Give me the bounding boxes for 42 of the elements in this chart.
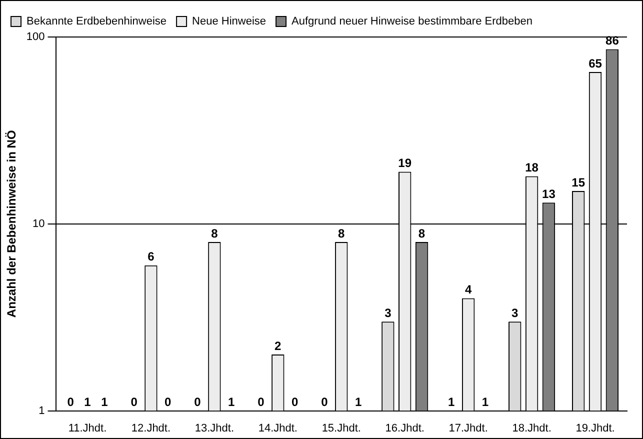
x-tick-label: 14.Jhdt. <box>258 422 298 434</box>
text: 0 <box>291 395 298 410</box>
x-tick-label: 13.Jhdt. <box>194 422 234 434</box>
data-label: 15 <box>572 175 586 190</box>
data-label: 3 <box>384 306 392 320</box>
x-tick-label: 17.Jhdt. <box>448 422 488 434</box>
text: 1 <box>482 395 489 410</box>
y-tick-label: 100 <box>26 31 45 44</box>
text: 1 <box>354 395 362 410</box>
data-label: 18 <box>525 160 539 174</box>
x-tick-label: 18.Jhdt. <box>512 422 552 434</box>
x-tick-label: 16.Jhdt. <box>385 422 424 434</box>
data-label: 6 <box>148 250 155 264</box>
text: 0 <box>164 395 172 410</box>
text: 0 <box>194 395 201 410</box>
data-label: 2 <box>274 338 282 353</box>
legend-label: Neue Hinweise <box>192 16 266 28</box>
x-tick-label: 11.Jhdt. <box>68 422 107 434</box>
legend-label: Aufgrund neuer Hinweise bestimmbare Erdbeben <box>292 16 532 28</box>
text: 1 <box>448 395 455 410</box>
text: 0 <box>67 395 74 410</box>
data-label: 3 <box>512 306 519 320</box>
y-tick-label: 1 <box>38 404 45 417</box>
text: 1 <box>101 395 108 410</box>
data-label: 19 <box>398 156 412 170</box>
x-tick-label: 15.Jhdt. <box>322 422 361 434</box>
x-tick-label: 19.Jhdt. <box>576 422 615 434</box>
text: 1 <box>228 395 235 410</box>
data-label: 8 <box>418 226 426 240</box>
data-label: 4 <box>464 282 472 297</box>
text: 1 <box>84 395 91 410</box>
x-tick-label: 12.Jhdt. <box>131 422 171 434</box>
text: 0 <box>321 395 328 410</box>
y-axis-title: Anzahl der Bebenhinweise in NÖ <box>4 130 19 318</box>
y-tick-label: 10 <box>32 218 45 230</box>
data-label: 8 <box>211 226 218 240</box>
data-label: 8 <box>338 226 346 240</box>
text: 0 <box>258 395 264 410</box>
data-label: 13 <box>542 186 556 201</box>
legend-label: Bekannte Erdbebenhinweise <box>26 16 167 28</box>
data-label: 65 <box>588 56 602 70</box>
text: 0 <box>130 395 138 410</box>
